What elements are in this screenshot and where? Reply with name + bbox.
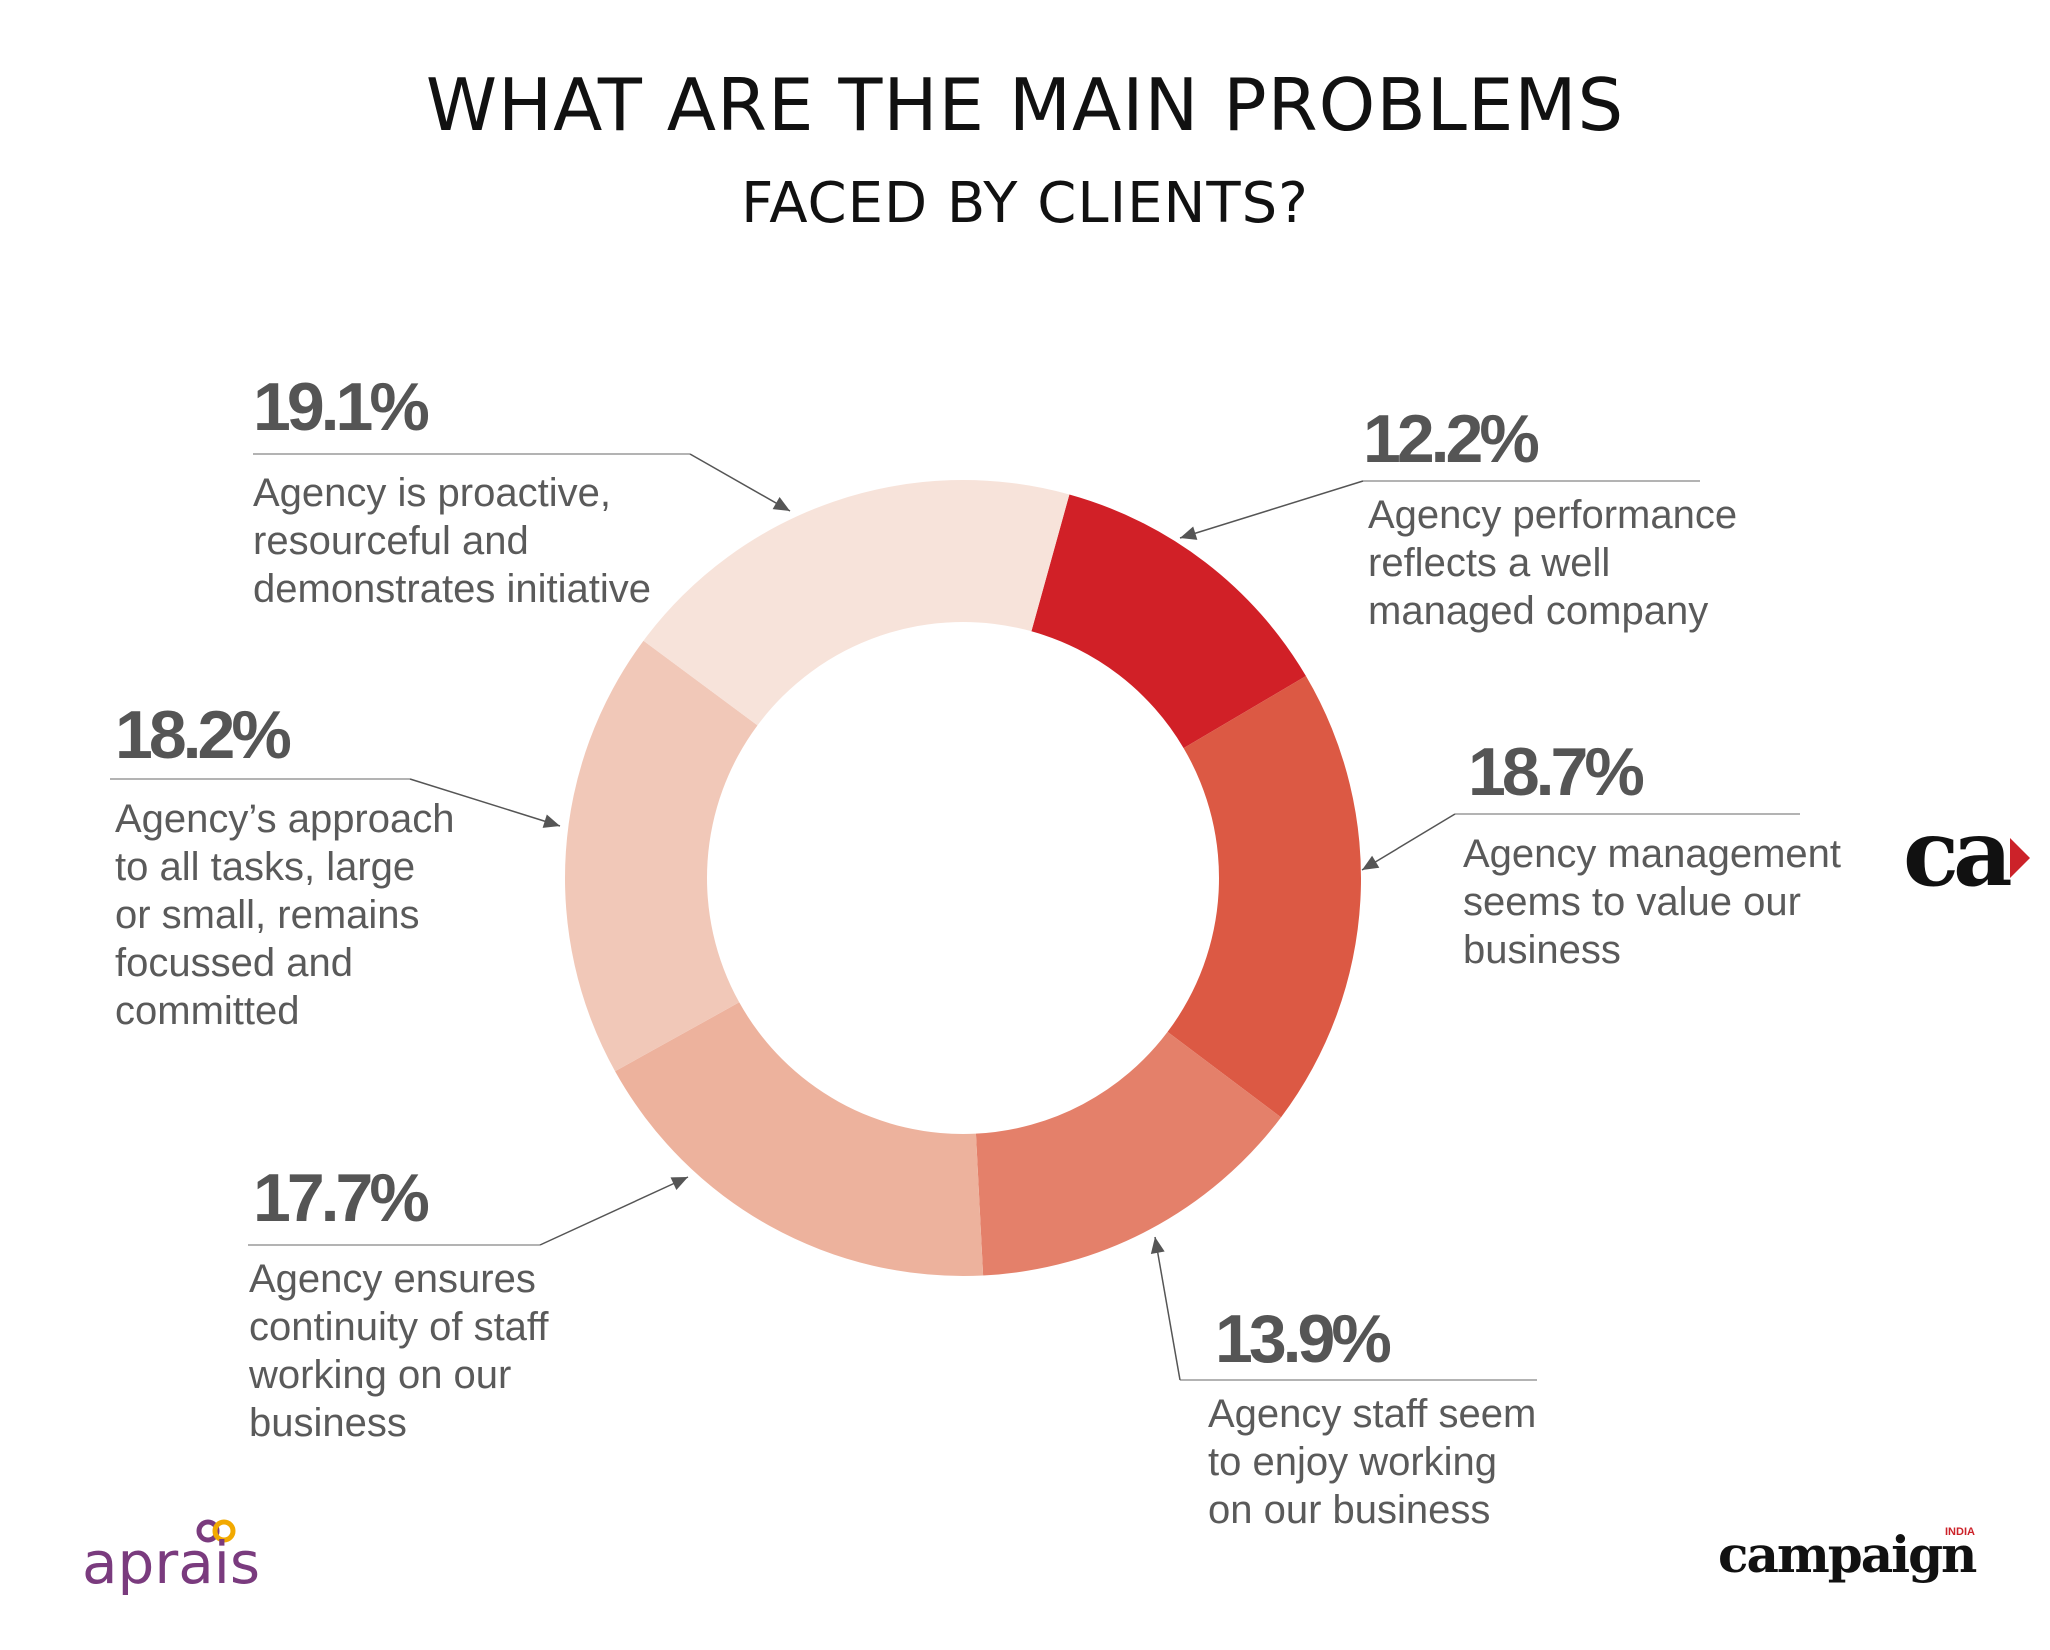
slice-value-label: 17.7% bbox=[253, 1160, 428, 1236]
donut-slice-6 bbox=[643, 480, 1070, 726]
slice-description-line: continuity of staff bbox=[249, 1305, 549, 1349]
leader-line bbox=[409, 778, 561, 827]
leader-line bbox=[1361, 813, 1456, 871]
aprais-logo-text: aprais bbox=[82, 1529, 260, 1597]
slice-description-line: to all tasks, large bbox=[115, 845, 415, 889]
campaign-logo-region: INDIA bbox=[1945, 1526, 1975, 1538]
slice-description-line: Agency is proactive, bbox=[253, 471, 611, 515]
slice-description-line: Agency management bbox=[1463, 832, 1841, 876]
slice-description-line: committed bbox=[115, 989, 300, 1033]
aprais-logo: aprais bbox=[82, 1519, 260, 1597]
leader-line bbox=[1154, 1236, 1181, 1381]
donut-slice-1 bbox=[1031, 494, 1306, 749]
slice-value-label: 12.2% bbox=[1363, 401, 1538, 477]
slice-value-label: 18.2% bbox=[115, 697, 290, 773]
slice-description: Agency’s approach to all tasks, large or s… bbox=[115, 797, 455, 1033]
campaign-logo-text: campaign bbox=[1718, 1525, 1977, 1584]
slice-description: Agency performance reflects a well managed… bbox=[1368, 493, 1737, 633]
slice-label-1: 12.2% Agency performance reflects a well ma… bbox=[1179, 401, 1737, 633]
slice-label-6: 19.1% Agency is proactive, resourceful and… bbox=[253, 369, 791, 611]
slice-labels: 12.2% Agency performance reflects a well ma… bbox=[110, 369, 1841, 1532]
slice-description-line: Agency’s approach bbox=[115, 797, 455, 841]
ca-logo: ca bbox=[1903, 799, 2030, 907]
donut-slice-5 bbox=[565, 640, 758, 1072]
chart-subtitle: FACED BY CLIENTS? bbox=[741, 171, 1309, 236]
ca-logo-text: ca bbox=[1903, 799, 2011, 907]
donut-slice-2 bbox=[1167, 676, 1361, 1118]
slice-description-line: Agency staff seem bbox=[1208, 1392, 1536, 1436]
slice-description: Agency management seems to value our busin… bbox=[1463, 832, 1841, 972]
slice-label-5: 18.2% Agency’s approach to all tasks, larg… bbox=[110, 697, 561, 1033]
slice-description: Agency is proactive, resourceful and demon… bbox=[253, 471, 651, 611]
slice-description-line: demonstrates initiative bbox=[253, 567, 651, 611]
slice-label-3: 13.9% Agency staff seem to enjoy working on… bbox=[1150, 1236, 1537, 1532]
slice-description-line: working on our bbox=[248, 1353, 511, 1397]
leader-arrowhead bbox=[670, 1177, 688, 1191]
leader-line bbox=[689, 453, 791, 512]
chart-title: WHAT ARE THE MAIN PROBLEMS bbox=[426, 63, 1624, 147]
slice-label-2: 18.7% Agency management seems to value our… bbox=[1361, 734, 1841, 972]
slice-description-line: seems to value our bbox=[1463, 880, 1801, 924]
ca-logo-triangle bbox=[2010, 838, 2030, 878]
campaign-logo: INDIA campaign bbox=[1718, 1525, 1979, 1584]
slice-description-line: managed company bbox=[1368, 589, 1708, 633]
slice-value-label: 13.9% bbox=[1215, 1301, 1390, 1377]
slice-description-line: business bbox=[249, 1401, 407, 1445]
leader-arrowhead bbox=[1362, 855, 1380, 870]
slice-value-label: 18.7% bbox=[1468, 734, 1643, 810]
leader-arrowhead bbox=[1180, 526, 1198, 540]
slice-description-line: to enjoy working bbox=[1208, 1440, 1497, 1484]
slice-description-line: resourceful and bbox=[253, 519, 529, 563]
slice-value-label: 19.1% bbox=[253, 369, 428, 445]
donut-slice-4 bbox=[615, 1002, 984, 1276]
leader-arrowhead bbox=[542, 814, 560, 828]
slice-description: Agency staff seem to enjoy working on our … bbox=[1208, 1392, 1536, 1532]
donut-slice-3 bbox=[975, 1031, 1282, 1276]
slice-description-line: or small, remains bbox=[115, 893, 420, 937]
slice-label-4: 17.7% Agency ensures continuity of staff wo… bbox=[248, 1160, 689, 1445]
donut-slices bbox=[565, 480, 1361, 1276]
leader-line bbox=[1179, 480, 1364, 539]
aprais-ring-right bbox=[212, 1519, 236, 1543]
leader-arrowhead bbox=[772, 496, 790, 511]
slice-description-line: Agency ensures bbox=[249, 1257, 536, 1301]
leader-line bbox=[539, 1176, 689, 1246]
slice-description-line: reflects a well bbox=[1368, 541, 1610, 585]
slice-description-line: Agency performance bbox=[1368, 493, 1737, 537]
slice-description-line: focussed and bbox=[115, 941, 353, 985]
slice-description-line: on our business bbox=[1208, 1488, 1490, 1532]
leader-arrowhead bbox=[1150, 1237, 1165, 1254]
slice-description-line: business bbox=[1463, 928, 1621, 972]
slice-description: Agency ensures continuity of staff working… bbox=[248, 1257, 549, 1445]
